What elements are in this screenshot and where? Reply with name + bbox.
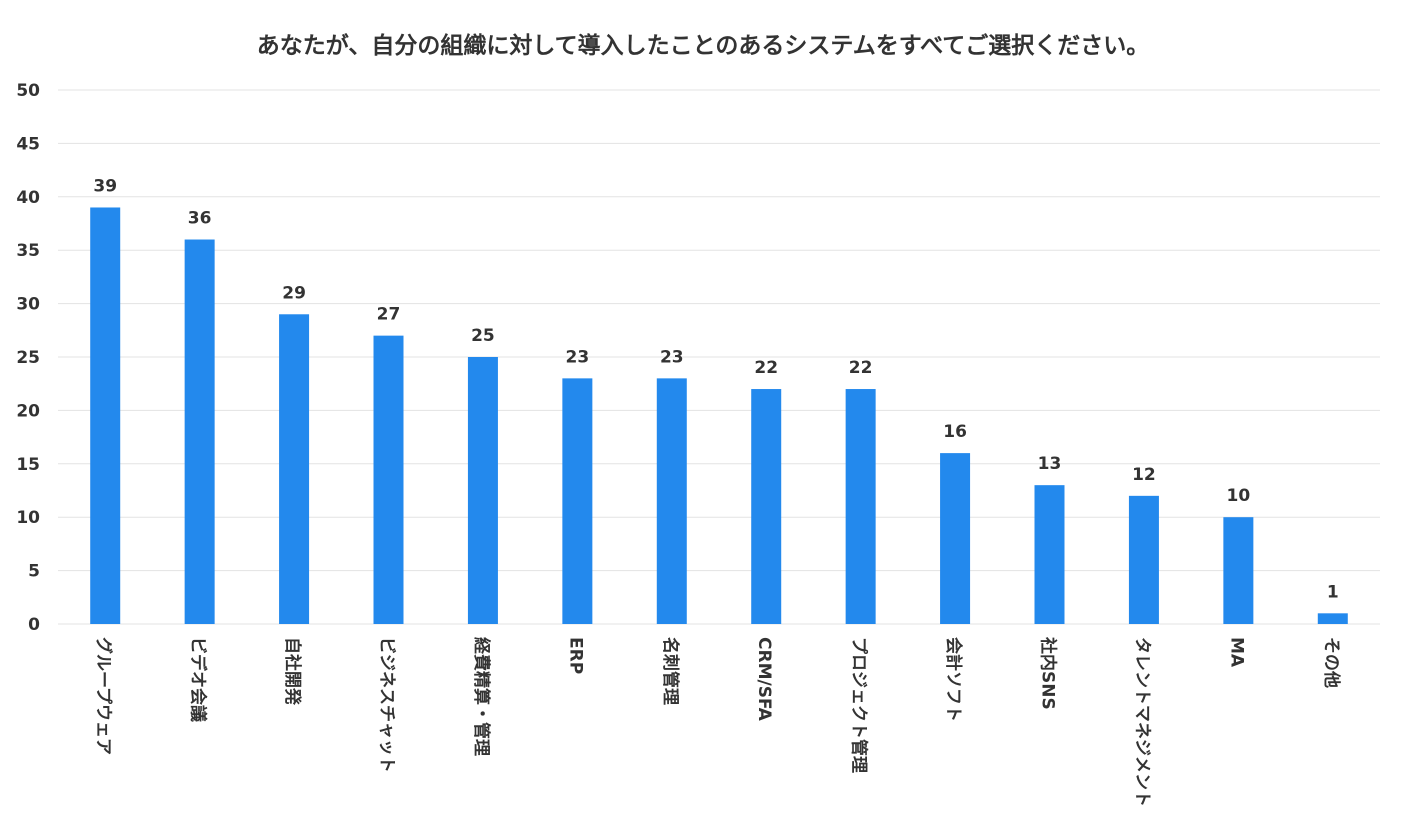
bar	[656, 378, 687, 624]
x-tick-label: グループウェア	[93, 637, 114, 755]
x-tick-label: ビジネスチャット	[377, 637, 397, 773]
bar	[373, 335, 404, 624]
bars	[90, 207, 1348, 625]
y-tick-label: 20	[16, 401, 40, 421]
y-axis-ticks: 0 5 10 15 20 25 30 35 40 45 50	[16, 81, 40, 635]
bar	[90, 207, 121, 625]
x-tick-label: 名刺管理	[660, 637, 681, 705]
x-tick-label: ERP	[565, 637, 585, 674]
y-tick-label: 25	[16, 348, 40, 368]
data-label: 12	[1132, 465, 1156, 485]
x-tick-label: ビデオ会議	[188, 637, 209, 722]
y-tick-label: 45	[16, 134, 40, 154]
data-label: 39	[93, 176, 117, 196]
chart-title: あなたが、自分の組織に対して導入したことのあるシステムをすべてご選択ください。	[256, 33, 1150, 59]
data-label: 29	[282, 283, 306, 303]
bar	[467, 357, 498, 624]
bar	[562, 378, 593, 624]
data-label: 27	[377, 305, 401, 325]
data-label: 16	[943, 422, 967, 442]
bar	[279, 314, 310, 624]
x-tick-label: 社内SNS	[1038, 636, 1059, 710]
data-label: 23	[660, 347, 684, 367]
bar	[845, 389, 876, 624]
data-label: 36	[188, 209, 212, 229]
y-tick-label: 50	[16, 81, 40, 101]
data-label: 13	[1038, 454, 1062, 474]
y-tick-label: 5	[28, 562, 40, 582]
y-tick-label: 10	[16, 508, 40, 528]
bar	[184, 239, 215, 624]
data-label: 23	[566, 347, 590, 367]
y-tick-label: 30	[16, 295, 40, 315]
bar	[1317, 613, 1348, 624]
x-tick-label: プロジェクト管理	[849, 637, 870, 773]
data-label: 25	[471, 326, 495, 346]
bar	[751, 389, 782, 624]
x-tick-label: 会計ソフト	[943, 637, 964, 722]
data-label: 22	[849, 358, 873, 378]
data-label: 10	[1227, 486, 1251, 506]
x-tick-label: 経費精算・管理	[471, 637, 492, 756]
x-tick-label: その他	[1321, 637, 1342, 688]
data-labels: 39 36 29 27 25 23 23 22 22 16 13 12 10 1	[93, 176, 1338, 602]
y-tick-label: 35	[16, 241, 40, 261]
data-label: 1	[1327, 582, 1339, 602]
data-label: 22	[754, 358, 778, 378]
x-tick-label: CRM/SFA	[754, 637, 774, 722]
bar	[1034, 485, 1065, 624]
grid-lines	[58, 89, 1380, 625]
x-axis-labels: グループウェア ビデオ会議 自社開発 ビジネスチャット 経費精算・管理 ERP 名刺管理 CR…	[93, 636, 1342, 807]
y-tick-label: 15	[16, 455, 40, 475]
y-tick-label: 40	[16, 188, 40, 208]
bar	[1223, 517, 1254, 624]
x-tick-label: 自社開発	[282, 637, 303, 706]
bar	[1128, 495, 1159, 624]
bar	[940, 453, 971, 624]
x-tick-label: タレントマネジメント	[1132, 637, 1152, 807]
x-tick-label: MA	[1226, 637, 1246, 668]
y-tick-label: 0	[28, 615, 40, 635]
